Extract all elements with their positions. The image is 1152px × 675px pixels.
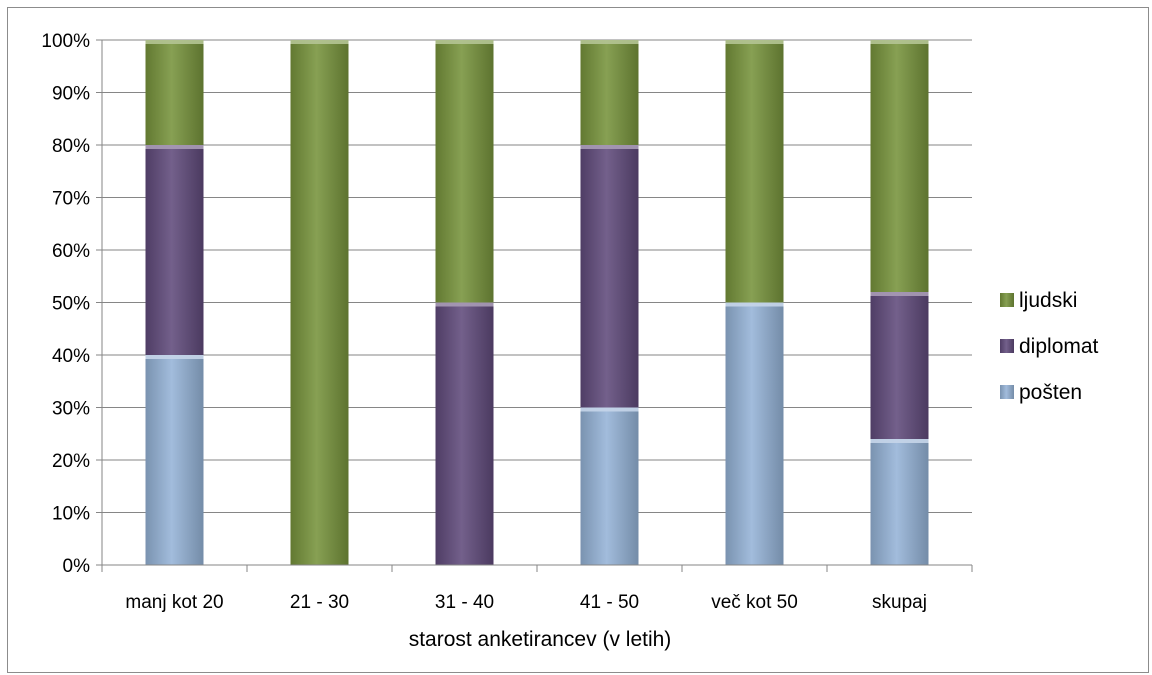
bar-segment-cap [145,40,204,44]
x-category-labels: manj kot 20 21 - 30 31 - 40 41 - 50 več kot … [125,592,927,613]
x-category-label: 31 - 40 [435,592,494,613]
bar-segment [290,40,349,565]
axes [96,39,973,572]
legend-swatch [1000,339,1014,353]
y-tick-label: 40% [52,346,90,367]
bar-segment [870,439,929,565]
x-category-label: skupaj [872,592,927,613]
bar-segment [435,40,494,303]
bar-segment-cap [145,355,204,359]
y-tick-label: 30% [52,399,90,420]
bar-segment-cap [435,302,494,307]
x-category-label: manj kot 20 [125,592,223,613]
bar-segment-cap [580,407,639,412]
y-tick-label: 60% [52,241,90,262]
bar-segment-cap [435,40,494,44]
bar-segment [145,355,204,565]
bar-segment [580,407,639,565]
bar-segment-cap [580,40,639,44]
x-category-label: 21 - 30 [290,592,349,613]
y-tick-label: 80% [52,136,90,157]
y-tick-label: 70% [52,189,90,210]
x-category-label: več kot 50 [711,592,798,613]
legend-label: pošten [1019,381,1082,404]
y-tick-label: 20% [52,451,90,472]
bar-segment [725,302,784,565]
gridlines [102,39,972,566]
bar-segment [870,40,929,292]
bar-segment [580,145,639,408]
legend-swatch [1000,293,1014,307]
y-tick-label: 50% [52,294,90,315]
x-axis-title: starost anketirancev (v letih) [409,628,672,651]
bar-segment [435,302,494,565]
legend-swatch [1000,385,1014,399]
y-tick-label: 10% [52,504,90,525]
bar-segment-cap [725,40,784,44]
legend-label: diplomat [1019,335,1099,358]
y-tick-label: 90% [52,84,90,105]
bar-segment-cap [870,40,929,44]
y-tick-label: 100% [41,31,90,52]
x-category-label: 41 - 50 [580,592,639,613]
bar-segment [145,40,204,145]
bar-segment [870,292,929,439]
bar-segment-cap [145,145,204,149]
y-tick-labels: 0% 10% 20% 30% 40% 50% 60% 70% 80% 90% 100% [41,31,90,577]
bar-segment [580,40,639,145]
legend: ljudski diplomat pošten [1000,289,1099,404]
bar-segment-cap [870,439,929,443]
bar-segment-cap [580,145,639,149]
bar-segment [145,145,204,355]
bar-segment-cap [870,292,929,296]
y-tick-label: 0% [63,556,91,577]
bar-segment-cap [290,40,349,44]
bars [145,40,929,565]
bar-segment-cap [725,302,784,307]
bar-segment [725,40,784,303]
legend-label: ljudski [1019,289,1077,312]
